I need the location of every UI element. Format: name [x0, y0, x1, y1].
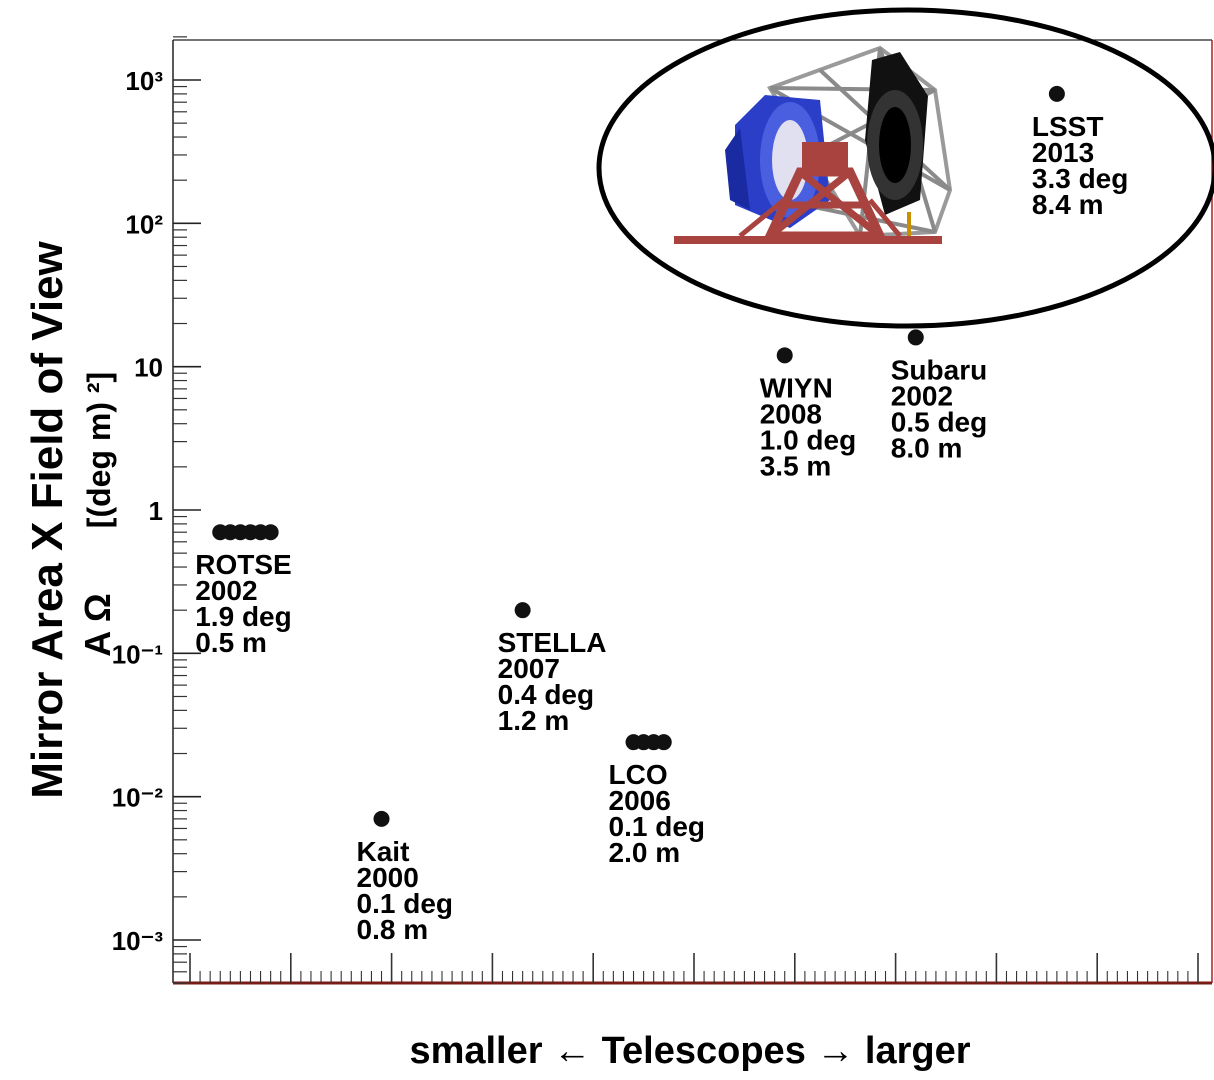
highlight-ellipse — [596, 7, 1214, 329]
point-label-mirror: 8.0 m — [891, 432, 963, 463]
point-label-name: Subaru — [891, 354, 987, 385]
data-point-lco — [655, 734, 672, 751]
x-axis-title: smaller ← Telescopes → larger — [409, 1030, 970, 1072]
point-label-mirror: 0.5 m — [195, 627, 267, 658]
data-points — [212, 85, 1065, 827]
point-label-year: 2013 — [1032, 137, 1094, 168]
point-label-fov: 1.9 deg — [195, 601, 291, 632]
secondary-mirror-assembly — [865, 52, 928, 215]
point-label-name: Kait — [357, 836, 410, 867]
point-label-mirror: 2.0 m — [609, 837, 681, 868]
point-label-mirror: 8.4 m — [1032, 189, 1104, 220]
telescope-mount — [674, 142, 942, 244]
data-point-kait — [373, 810, 390, 827]
x-ticks — [189, 953, 1199, 983]
primary-mirror-cell — [725, 95, 830, 228]
point-label-name: LCO — [609, 759, 668, 790]
point-label-fov: 3.3 deg — [1032, 163, 1128, 194]
lsst-telescope-illustration — [596, 7, 1214, 329]
point-label-name: STELLA — [498, 627, 607, 658]
data-point-wiyn — [776, 347, 793, 364]
data-point-rotse — [262, 524, 279, 541]
point-label-mirror: 1.2 m — [498, 705, 570, 736]
data-point-stella — [514, 602, 531, 619]
y-tick-label: 10 — [134, 353, 163, 383]
point-label-fov: 0.5 deg — [891, 406, 987, 437]
y-tick-label: 10⁻¹ — [112, 639, 163, 669]
point-label-mirror: 0.8 m — [357, 914, 429, 945]
point-label-year: 2002 — [195, 575, 257, 606]
point-label-year: 2008 — [760, 398, 822, 429]
y-tick-label: 1 — [149, 496, 163, 526]
y-axis-symbol: A Ω — [77, 593, 118, 657]
y-axis-units: [(deg m) ²] — [81, 372, 117, 528]
y-tick-label: 10⁻³ — [112, 926, 164, 956]
point-label-year: 2006 — [609, 785, 671, 816]
point-label-year: 2002 — [891, 380, 953, 411]
y-minor-ticks — [173, 36, 187, 984]
point-label-year: 2000 — [357, 862, 419, 893]
y-axis-title: Mirror Area X Field of View — [23, 240, 72, 798]
point-label-year: 2007 — [498, 653, 560, 684]
point-label-fov: 1.0 deg — [760, 424, 856, 455]
data-point-subaru — [907, 329, 924, 346]
point-label-mirror: 3.5 m — [760, 450, 832, 481]
point-label-name: ROTSE — [195, 549, 291, 580]
y-tick-label: 10² — [125, 209, 163, 239]
y-major-ticks: 10³ 10² 10 1 10⁻¹ 10⁻² 10⁻³ — [112, 66, 201, 956]
point-label-fov: 0.4 deg — [498, 679, 594, 710]
y-tick-label: 10³ — [125, 66, 163, 96]
point-label-name: WIYN — [760, 372, 833, 403]
point-label-fov: 0.1 deg — [357, 888, 453, 919]
y-tick-label: 10⁻² — [112, 783, 164, 813]
point-label-fov: 0.1 deg — [609, 811, 705, 842]
data-point-lsst — [1048, 85, 1065, 102]
point-label-name: LSST — [1032, 111, 1104, 142]
